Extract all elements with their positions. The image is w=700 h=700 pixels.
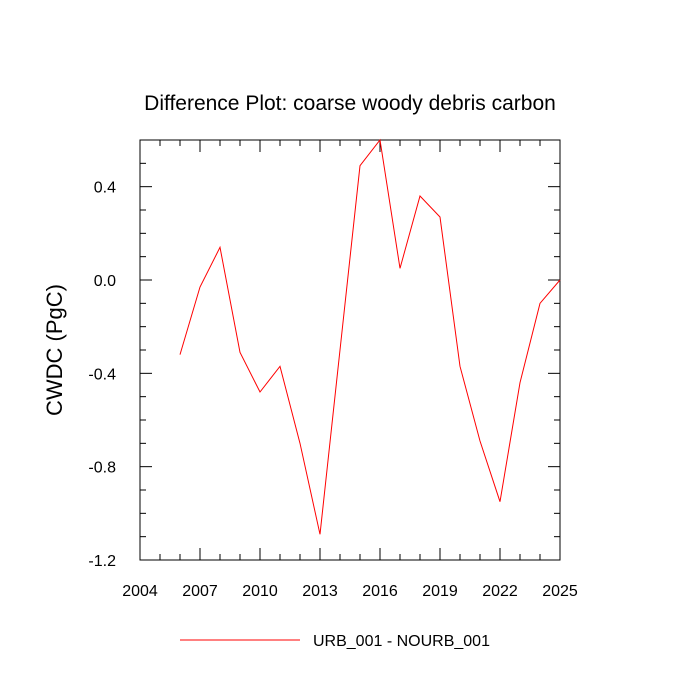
legend-label: URB_001 - NOURB_001 <box>313 633 490 650</box>
y-tick-label: 0.4 <box>94 180 116 197</box>
x-tick-label: 2004 <box>122 583 158 600</box>
x-tick-label: 2016 <box>362 583 398 600</box>
x-tick-label: 2022 <box>482 583 518 600</box>
x-tick-label: 2013 <box>302 583 338 600</box>
x-tick-label: 2025 <box>542 583 578 600</box>
legend: URB_001 - NOURB_001 <box>180 633 490 650</box>
series-layer <box>179 138 561 535</box>
y-axis-label: CWDC (PgC) <box>42 284 67 416</box>
y-tick-label: -0.8 <box>88 460 116 477</box>
series-line-0 <box>179 138 561 535</box>
y-tick-label: -1.2 <box>88 553 116 570</box>
y-tick-label: -0.4 <box>88 366 116 383</box>
chart-title: Difference Plot: coarse woody debris car… <box>144 92 556 115</box>
x-tick-label: 2007 <box>182 583 218 600</box>
plot-frame <box>139 139 561 561</box>
plot-border <box>139 139 561 561</box>
y-tick-label: 0.0 <box>94 273 116 290</box>
x-tick-label: 2010 <box>242 583 278 600</box>
x-tick-label: 2019 <box>422 583 458 600</box>
axis-ticks: 2004 2007 2010 2013 2016 2019 2022 2025 -1.2 -0.8… <box>88 139 578 600</box>
